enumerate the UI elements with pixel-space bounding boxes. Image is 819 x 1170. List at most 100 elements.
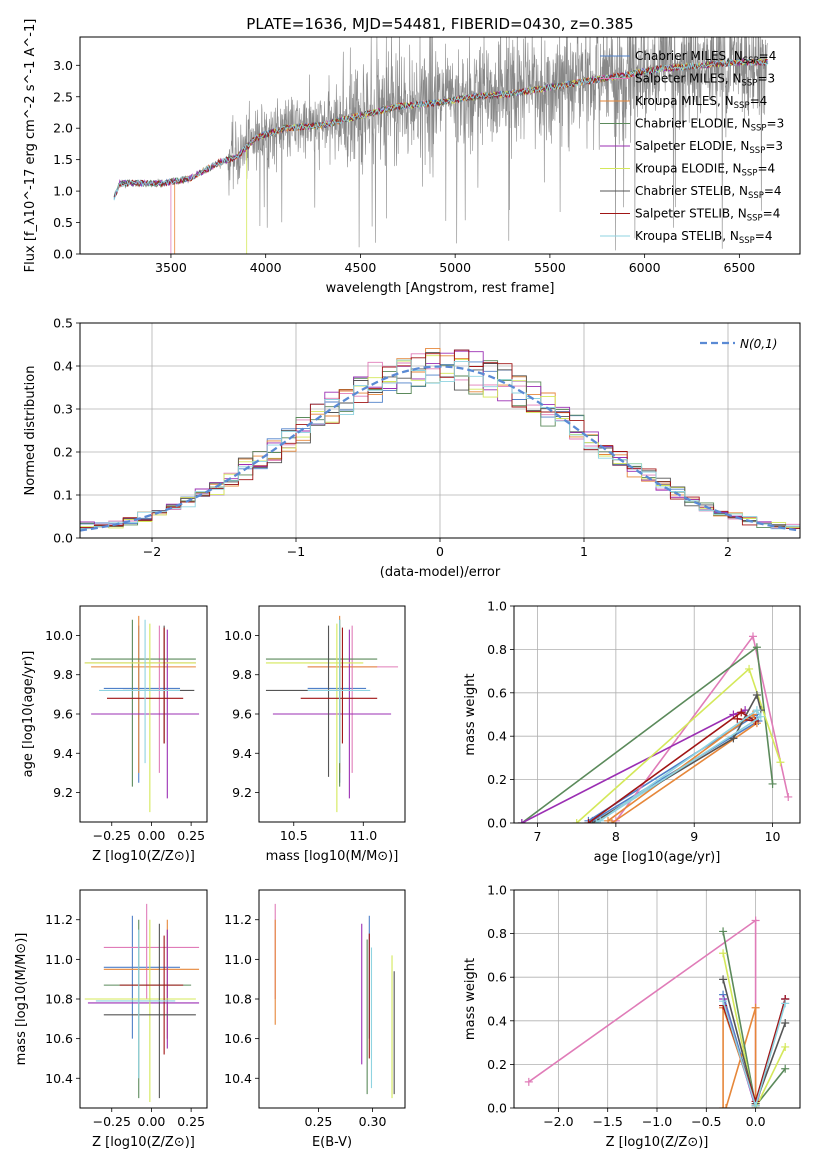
legend-text: Kroupa MILES, N — [635, 94, 734, 108]
legend-subscript: SSP — [743, 56, 759, 66]
legend-text: Kroupa ELODIE, N — [635, 162, 742, 176]
legend-subscript: SSP — [751, 124, 767, 134]
y-tick-label: 0.1 — [53, 488, 73, 503]
weight-line-5 — [722, 953, 786, 1108]
legend-text: Chabrier MILES, N — [635, 49, 743, 63]
y-tick-label: 11.2 — [45, 912, 73, 927]
y-tick-label: 9.2 — [53, 785, 73, 800]
y-tick-label: 2.0 — [53, 121, 73, 136]
x-tick-label: 4500 — [345, 260, 377, 275]
weight-line-4 — [521, 709, 746, 823]
x-axis-label: wavelength [Angstrom, rest frame] — [326, 281, 555, 296]
y-tick-label: 0.2 — [487, 1057, 507, 1072]
mass_vs_EBV-panel: 0.25 0.30 10.4 10.6 10.8 11.0 11.2 E(B-V) — [224, 889, 406, 1150]
age_vs_Z-axes: −0.25 0.00 0.25 9.2 9.4 9.6 9.8 10.0 Z [log10(Z/… — [21, 628, 205, 864]
spectrum-lines — [113, 37, 769, 254]
legend-text: =4 — [763, 207, 781, 221]
weight-marker — [719, 997, 728, 1006]
y-tick-label: 10.4 — [45, 1071, 73, 1086]
errorbars — [84, 903, 200, 1103]
histogram-panel: −2 −1 0 1 2 0.0 0.1 0.2 0.3 0.4 0.5 (data-model)/er… — [23, 316, 801, 580]
weight-marker — [517, 819, 526, 823]
y-axis-label: mass weight — [463, 673, 478, 755]
y-tick-label: 1.0 — [487, 599, 507, 614]
weight-marker — [722, 1104, 731, 1108]
weight-marker — [776, 758, 785, 767]
y-tick-label: 1.5 — [53, 152, 73, 167]
legend-label: Chabrier ELODIE, NSSP=3 — [635, 117, 784, 134]
y-tick-label: 9.6 — [232, 707, 252, 722]
weight-marker — [781, 1018, 790, 1027]
y-tick-label: 0.0 — [487, 816, 507, 831]
legend-text: Chabrier ELODIE, N — [635, 117, 751, 131]
histogram-series-8 — [80, 359, 800, 530]
plots: 3500 4000 4500 5000 5500 6000 6500 0.0 0.5 1.0 1.5… — [14, 19, 801, 1150]
mass_vs_EBV-frame — [258, 889, 406, 1109]
weight-marker — [752, 690, 761, 699]
weight_vs_age-frame — [513, 605, 801, 824]
weight-marker — [737, 708, 746, 717]
figure-title: PLATE=1636, MJD=54481, FIBERID=0430, z=0… — [246, 15, 633, 33]
legend-text: =4 — [764, 184, 782, 198]
weight-marker — [719, 927, 728, 936]
legend-label: Chabrier STELIB, NSSP=4 — [635, 184, 782, 201]
residual_histogram-frame — [79, 322, 801, 539]
weight-line-3 — [722, 931, 786, 1108]
legend-subscript: SSP — [748, 191, 764, 201]
legend-text: =4 — [755, 229, 773, 243]
y-tick-label: 11.0 — [45, 952, 73, 967]
y-tick-label: 0.4 — [487, 729, 507, 744]
x-tick-label: 0.00 — [138, 828, 166, 843]
x-axis-label: E(B-V) — [312, 1135, 352, 1150]
y-tick-label: 9.4 — [53, 746, 73, 761]
weight-marker — [781, 1064, 790, 1073]
weight-marker — [784, 792, 793, 801]
weight-marker — [745, 664, 754, 673]
weight-marker — [584, 819, 593, 823]
weight-marker — [719, 975, 728, 984]
y-tick-label: 0.0 — [487, 1101, 507, 1116]
y-tick-label: 0.0 — [53, 247, 73, 262]
x-tick-label: 2 — [724, 544, 732, 559]
y-axis-label: mass weight — [463, 958, 478, 1040]
y-tick-label: 0.3 — [53, 402, 73, 417]
x-tick-label: 4000 — [250, 260, 282, 275]
y-tick-label: 9.8 — [232, 667, 252, 682]
legend-text: =3 — [765, 139, 783, 153]
histogram-steps — [80, 347, 800, 532]
age_vs_Z-panel: −0.25 0.00 0.25 9.2 9.4 9.6 9.8 10.0 Z [log10(Z/… — [21, 605, 208, 864]
weight-marker — [719, 949, 728, 958]
y-tick-label: 11.2 — [224, 912, 252, 927]
x-tick-label: −0.25 — [93, 1114, 131, 1129]
legend-label: Salpeter ELODIE, NSSP=3 — [635, 139, 783, 156]
legend-label: N(0,1) — [740, 337, 777, 351]
weight_vs_age-panel: 7 8 9 10 0.0 0.2 0.4 0.6 0.8 1.0 age [log10(age/yr… — [463, 599, 801, 865]
legend-subscript: SSP — [742, 79, 758, 89]
y-tick-label: 0.8 — [487, 926, 507, 941]
y-tick-label: 10.6 — [224, 1031, 252, 1046]
weight-marker — [604, 816, 613, 823]
y-tick-label: 0.8 — [487, 642, 507, 657]
y-tick-label: 2.5 — [53, 89, 73, 104]
y-tick-label: 3.0 — [53, 58, 73, 73]
y-tick-label: 0.5 — [53, 215, 73, 230]
x-tick-label: 1 — [580, 544, 588, 559]
legend-subscript: SSP — [742, 169, 758, 179]
x-tick-label: 6500 — [723, 260, 755, 275]
x-tick-label: −2.0 — [543, 1114, 573, 1129]
x-tick-label: −2 — [143, 544, 161, 559]
weight-marker — [733, 714, 742, 723]
legend-text: =3 — [757, 72, 775, 86]
y-axis-label: Flux [f_λ10^-17 erg cm^-2 s^-1 A^-1] — [23, 19, 38, 273]
weight-lines — [517, 632, 793, 823]
age_vs_mass-frame — [258, 605, 406, 823]
y-tick-label: 0.0 — [53, 531, 73, 546]
weight-marker — [719, 1104, 728, 1108]
weight-line-5 — [576, 667, 782, 823]
legend-label: Chabrier MILES, NSSP=4 — [635, 49, 776, 66]
x-axis-label: Z [log10(Z/Z⊙)] — [606, 1135, 709, 1150]
weight_vs_Z-frame — [513, 889, 801, 1109]
y-tick-label: 0.4 — [487, 1013, 507, 1028]
x-tick-label: 9 — [690, 829, 698, 844]
